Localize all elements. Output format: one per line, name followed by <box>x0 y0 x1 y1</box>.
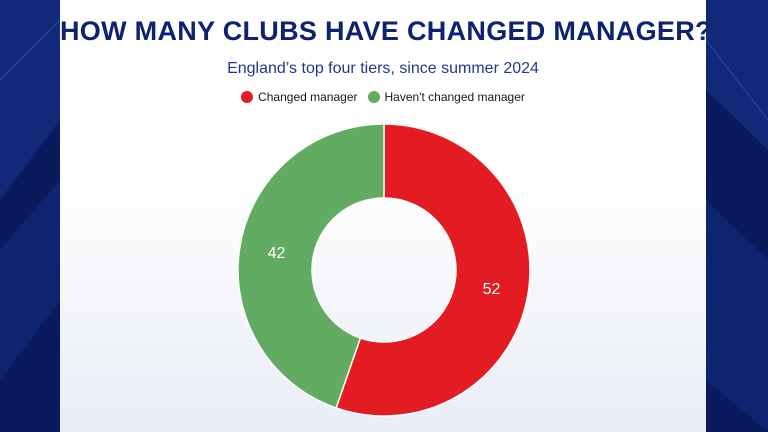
donut-label-changed: 52 <box>483 281 501 298</box>
chart-title: HOW MANY CLUBS HAVE CHANGED MANAGER? <box>60 16 712 46</box>
legend-label-changed: Changed manager <box>258 90 358 104</box>
donut-slice-unchanged <box>237 123 385 409</box>
legend-swatch-unchanged <box>367 91 380 103</box>
chart-subtitle: England’s top four tiers, since summer 2… <box>227 60 539 77</box>
legend-item-unchanged: Haven't changed manager <box>367 90 525 104</box>
legend-swatch-changed <box>241 91 254 103</box>
donut-chart: 52 42 <box>237 123 531 417</box>
legend-item-changed: Changed manager <box>241 90 358 104</box>
chart-panel: HOW MANY CLUBS HAVE CHANGED MANAGER? Eng… <box>60 0 712 432</box>
donut-label-unchanged: 42 <box>268 245 286 262</box>
legend-label-unchanged: Haven't changed manager <box>384 90 525 104</box>
chart-legend: Changed manager Haven't changed manager <box>60 90 706 104</box>
